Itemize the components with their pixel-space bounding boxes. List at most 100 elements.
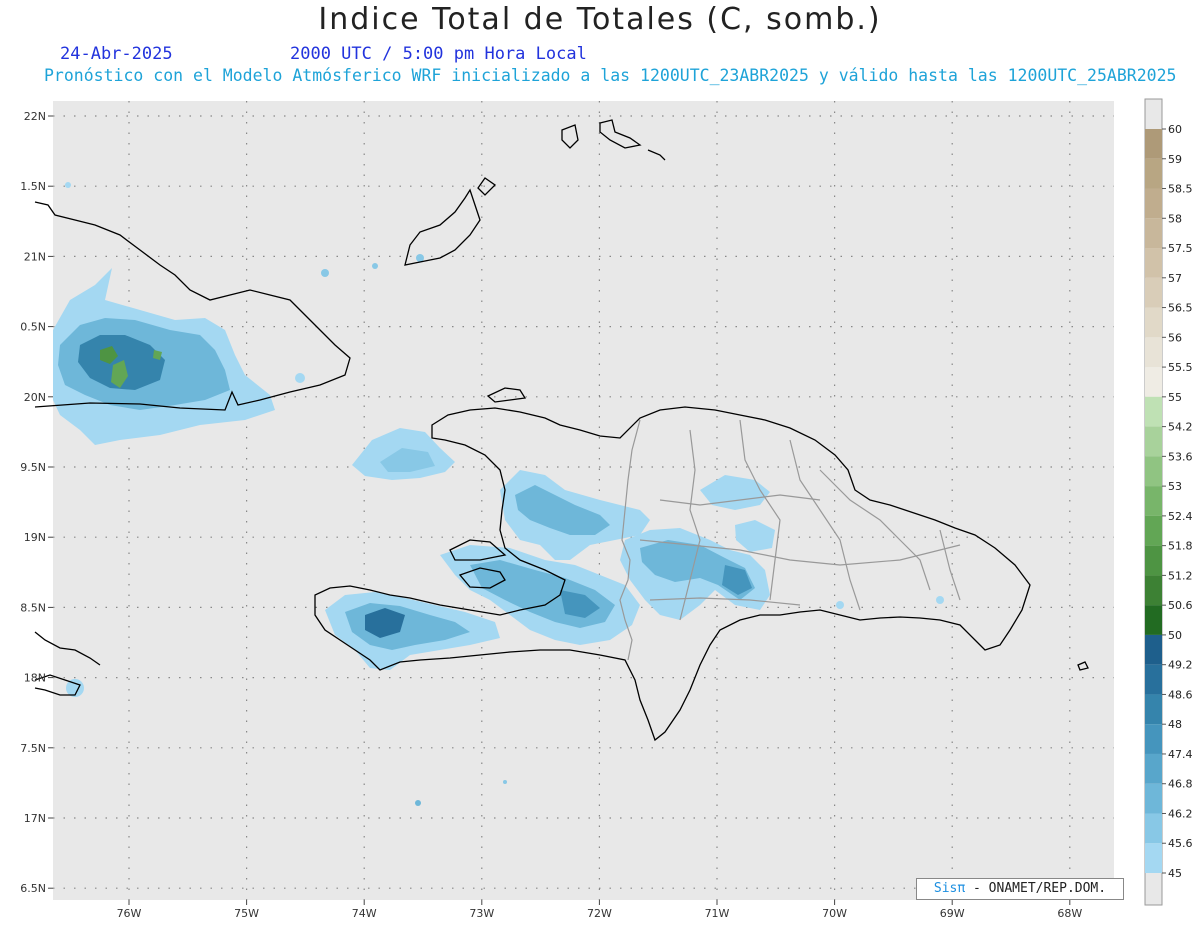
colorbar-swatch — [1145, 783, 1162, 814]
colorbar-swatch — [1145, 724, 1162, 754]
colorbar-label: 45 — [1168, 867, 1182, 880]
shading-sw-core — [365, 608, 405, 638]
lon-label: 70W — [822, 907, 847, 920]
colorbar-label: 52.4 — [1168, 510, 1193, 523]
shading-dr-center-core — [722, 565, 752, 595]
colorbar-label: 55 — [1168, 391, 1182, 404]
colorbar-label: 60 — [1168, 123, 1182, 136]
colorbar-swatch — [1145, 396, 1162, 427]
index-shading — [53, 182, 944, 806]
shading-cell-1 — [66, 679, 84, 697]
colorbar-swatch — [1145, 248, 1162, 278]
colorbar-label: 56.5 — [1168, 302, 1193, 315]
colorbar-swatch — [1145, 843, 1162, 873]
shading-dr-north-2 — [735, 520, 775, 552]
lon-label: 69W — [940, 907, 965, 920]
shading-cuba-green-3 — [153, 350, 162, 360]
lat-label: 21N — [24, 250, 46, 263]
coast-jamaica-2 — [34, 631, 101, 666]
colorbar-label: 50 — [1168, 629, 1182, 642]
colorbar-label: 55.5 — [1168, 361, 1193, 374]
border-prov-3 — [789, 439, 861, 611]
credit-text: - ONAMET/REP.DOM. — [965, 881, 1107, 896]
colorbar-swatch — [1145, 515, 1162, 546]
colorbar-label: 56 — [1168, 331, 1182, 344]
lat-label: 0.5N — [20, 321, 46, 334]
coastlines — [34, 119, 1089, 742]
colorbar-swatch — [1145, 426, 1162, 457]
colorbar-label: 57 — [1168, 272, 1182, 285]
colorbar-label: 50.6 — [1168, 599, 1193, 612]
lat-label: 9.5N — [20, 461, 46, 474]
colorbar: 60 59 58.5 58 57.5 57 56.5 56 55.5 55 54.2 53.6 53 52… — [1144, 98, 1193, 906]
shading-cell-9 — [936, 596, 944, 604]
lat-label: 6.5N — [20, 882, 46, 895]
colorbar-label: 48.6 — [1168, 688, 1193, 701]
lat-label: 8.5N — [20, 601, 46, 614]
colorbar-label: 48 — [1168, 718, 1182, 731]
colorbar-label: 45.6 — [1168, 837, 1193, 850]
shading-haiti-north-mid — [515, 485, 610, 535]
shading-cell-3 — [321, 269, 329, 277]
credit-box: Sisπ - ONAMET/REP.DOM. — [916, 878, 1124, 900]
shading-dr-north — [700, 475, 770, 510]
colorbar-swatch — [1145, 605, 1162, 635]
shading-haiti-central-core — [560, 590, 600, 618]
forecast-date: 24-Abr-2025 — [60, 44, 173, 64]
shading-cell-6 — [415, 800, 421, 806]
lon-label: 74W — [352, 907, 377, 920]
lon-label: 71W — [705, 907, 730, 920]
colorbar-label: 53.6 — [1168, 450, 1193, 463]
lon-label: 73W — [469, 907, 494, 920]
colorbar-label: 47.4 — [1168, 748, 1193, 761]
colorbar-label: 46.2 — [1168, 807, 1193, 820]
coast-gonave — [458, 567, 506, 589]
shading-cuba-green-1 — [100, 346, 118, 364]
colorbar-swatch — [1145, 277, 1162, 308]
shading-cell-8 — [836, 601, 844, 609]
colorbar-swatch — [1145, 456, 1162, 487]
lon-label: 68W — [1057, 907, 1082, 920]
coast-cuba — [34, 201, 351, 411]
colorbar-label: 58.5 — [1168, 183, 1193, 196]
colorbar-label: 49.2 — [1168, 659, 1193, 672]
coast-bahamas-4 — [599, 119, 642, 149]
province-borders — [619, 419, 961, 661]
shading-cell-10 — [295, 373, 305, 383]
lat-label: 22N — [24, 110, 46, 123]
colorbar-swatch — [1145, 337, 1162, 368]
lon-label: 76W — [117, 907, 142, 920]
axis-labels: 22N 1.5N 21N 0.5N 20N 9.5N 19N 8.5N 18N 7.5N 17N 6.… — [20, 110, 1082, 920]
coast-hispaniola — [314, 406, 1031, 742]
colorbar-label: 51.8 — [1168, 540, 1193, 553]
colorbar-swatch — [1145, 753, 1162, 784]
border-prov-5 — [659, 494, 821, 506]
lon-label: 75W — [234, 907, 259, 920]
border-prov-2 — [739, 419, 781, 601]
shading-cell-7 — [503, 780, 507, 784]
colorbar-label: 54.2 — [1168, 421, 1193, 434]
lat-label: 19N — [24, 531, 46, 544]
shading-cell-4 — [372, 263, 378, 269]
lat-label: 18N — [24, 672, 46, 685]
shading-cuba-green-2 — [111, 360, 128, 388]
lon-label: 72W — [587, 907, 612, 920]
coast-gonave-north — [449, 539, 507, 561]
colorbar-label: 57.5 — [1168, 242, 1193, 255]
shading-windward-mid — [380, 448, 435, 472]
forecast-time: 2000 UTC / 5:00 pm Hora Local — [290, 44, 587, 64]
coast-bahamas-5 — [647, 149, 666, 161]
colorbar-swatch — [1145, 664, 1162, 695]
colorbar-swatch — [1145, 486, 1162, 516]
shading-cell-5 — [65, 182, 71, 188]
colorbar-swatch — [1145, 188, 1162, 219]
border-prov-7 — [649, 597, 801, 606]
map-title: Indice Total de Totales (C, somb.) — [318, 2, 882, 37]
lat-label: 17N — [24, 812, 46, 825]
coast-jamaica — [34, 674, 81, 696]
coast-bahamas-3 — [561, 124, 579, 149]
border-haiti-dr — [619, 419, 641, 661]
colorbar-swatch — [1145, 307, 1162, 338]
border-prov-4 — [819, 469, 931, 591]
